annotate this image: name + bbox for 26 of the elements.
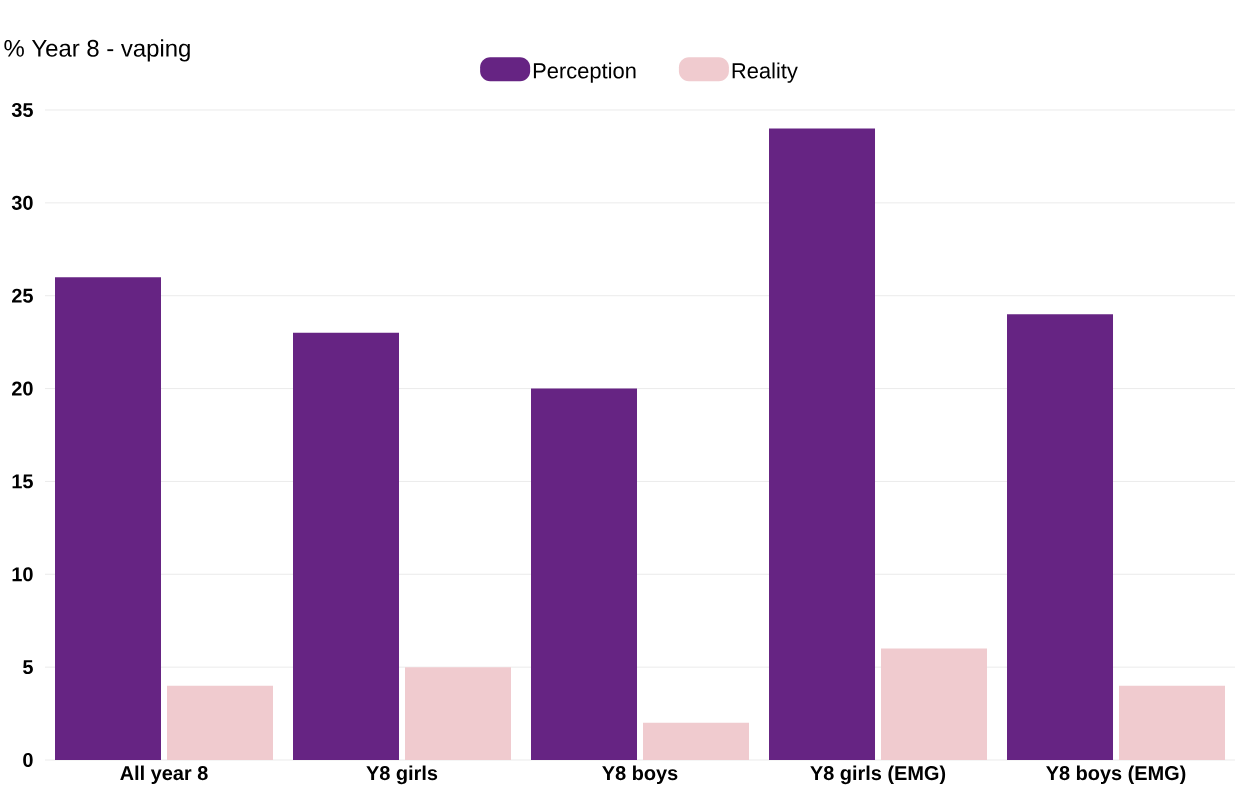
y-tick-label: 0: [23, 752, 33, 768]
bar: [769, 128, 876, 760]
y-tick-label: 25: [12, 288, 33, 303]
bar: [55, 277, 161, 760]
x-tick-label: Y8 boys (EMG): [1046, 765, 1186, 785]
y-tick-label: 35: [11, 102, 33, 118]
x-tick-label: All year 8: [120, 765, 208, 785]
y-tick-label: 30: [11, 195, 33, 210]
x-tick-label: Y8 boys: [602, 765, 678, 785]
y-tick-label: 20: [12, 381, 33, 396]
bar: [643, 722, 750, 760]
bar: [1007, 314, 1114, 760]
y-tick-label: 10: [12, 567, 33, 582]
bar: [405, 667, 511, 760]
bar: [293, 332, 399, 760]
x-tick-label: Y8 girls (EMG): [810, 765, 946, 785]
legend-label: Perception: [533, 62, 636, 83]
chart-title: % Year 8 - vaping: [4, 39, 190, 62]
legend-label: Reality: [732, 62, 798, 83]
bar: [531, 388, 637, 760]
bar: [1119, 685, 1226, 760]
y-tick-label: 5: [23, 660, 33, 675]
y-tick-label: 15: [12, 474, 33, 489]
bar: [167, 685, 273, 760]
x-tick-label: Y8 girls: [366, 765, 438, 785]
bar: [881, 648, 988, 760]
